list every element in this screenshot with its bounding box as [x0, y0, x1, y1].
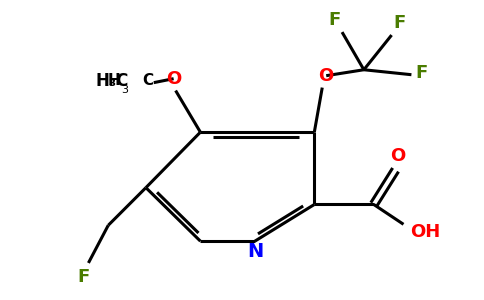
- Text: F: F: [415, 64, 427, 82]
- Text: O: O: [390, 147, 405, 165]
- Text: N: N: [247, 242, 263, 261]
- Text: F: F: [77, 268, 90, 286]
- Text: O: O: [318, 67, 334, 85]
- Text: C: C: [142, 73, 153, 88]
- Text: OH: OH: [410, 223, 440, 241]
- Text: O: O: [166, 70, 182, 88]
- Text: F: F: [328, 11, 340, 29]
- Text: H₃C: H₃C: [96, 72, 129, 90]
- Text: F: F: [393, 14, 406, 32]
- Text: H: H: [107, 73, 120, 88]
- Text: 3: 3: [121, 85, 128, 94]
